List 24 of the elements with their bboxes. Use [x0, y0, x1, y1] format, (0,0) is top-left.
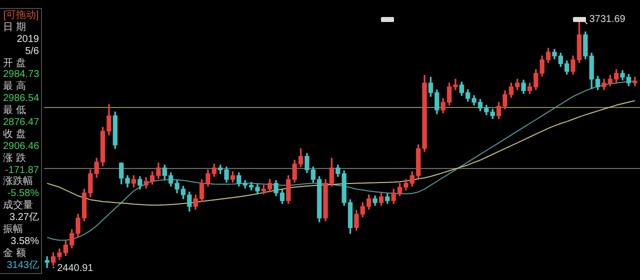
text: 2986.54: [3, 93, 40, 105]
text: 2984.73: [3, 69, 40, 80]
text: 最 低: [3, 105, 27, 118]
text: 2019: [16, 34, 39, 46]
text: -171.87: [5, 164, 39, 176]
text: 最 高: [3, 81, 27, 94]
text: 3143亿: [6, 260, 39, 272]
annotation: 3731.69: [589, 14, 626, 25]
text: 收 盘: [3, 128, 27, 141]
annotation: 2440.91: [57, 263, 94, 274]
text: 3.27亿: [8, 212, 39, 224]
text: [可拖动]: [3, 10, 39, 22]
text: 3.58%: [10, 236, 39, 248]
text: 成交量: [3, 200, 34, 212]
text: 5/6: [24, 46, 39, 58]
text: 日 期: [3, 22, 27, 34]
text: 涨跌幅: [3, 176, 34, 188]
text: 振幅: [3, 224, 24, 236]
text: -5.58%: [6, 188, 39, 200]
text: 2876.47: [3, 117, 40, 129]
text: 开 盘: [3, 58, 27, 70]
text: 2906.46: [3, 140, 40, 152]
text: 金 额: [3, 248, 27, 260]
text: 涨 跌: [3, 152, 27, 165]
